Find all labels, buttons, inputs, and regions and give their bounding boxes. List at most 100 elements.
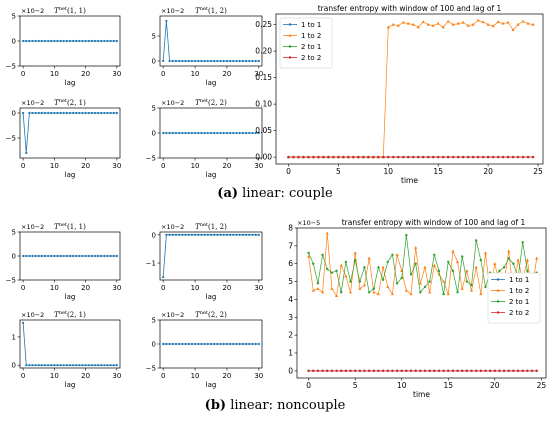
data-point <box>456 155 460 159</box>
data-point <box>162 59 165 63</box>
data-point <box>178 59 181 63</box>
title-superscript: net <box>200 98 208 104</box>
y-tick-label: 0 <box>12 253 16 261</box>
data-point <box>87 254 90 258</box>
y-tick-label: 0.25 <box>255 20 272 29</box>
data-point <box>257 131 260 135</box>
axes-frame <box>19 319 121 369</box>
data-point <box>248 342 251 346</box>
series-net-te <box>162 233 260 279</box>
data-point <box>72 254 75 258</box>
axis-multiplier: ×10−2 <box>21 99 44 107</box>
data-point <box>197 342 200 346</box>
x-tick-label: 20 <box>222 70 231 78</box>
data-point <box>498 269 501 273</box>
data-point <box>171 59 174 63</box>
caption-a-letter: (a) <box>217 186 239 201</box>
data-point <box>257 59 260 63</box>
x-tick-label: 5 <box>353 381 358 390</box>
data-point <box>316 282 320 285</box>
data-point <box>34 254 37 258</box>
y-tick-label: 1 <box>288 349 293 358</box>
data-point <box>307 369 310 373</box>
data-point <box>460 287 464 290</box>
x-axis-label: lag <box>206 293 217 301</box>
chart-b_t12: 0 10 20 30 −1 0 lag ×10−2 Tnet(1, 2) <box>146 222 264 301</box>
data-point <box>349 369 352 373</box>
data-point <box>87 111 90 115</box>
data-point <box>162 342 165 346</box>
chart-a_t11: 0 10 20 30 −5 0 5 lag ×10−2 Tnet(1, 1) <box>6 6 122 87</box>
chart-a_te: 0 5 10 15 20 25 0.00 0.05 0.10 0.15 0.20 0.25 time tr… <box>255 4 544 185</box>
data-point <box>87 364 90 367</box>
data-point <box>493 369 497 373</box>
data-point <box>377 155 380 159</box>
data-point <box>330 271 334 274</box>
data-point <box>312 369 315 373</box>
data-point <box>203 233 206 236</box>
data-point <box>72 364 75 367</box>
data-point <box>465 369 469 373</box>
data-point <box>209 233 213 236</box>
title-arguments: (1, 2) <box>208 223 227 231</box>
data-point <box>97 39 100 43</box>
x-tick-label: 10 <box>191 70 200 78</box>
legend-marker <box>496 300 500 303</box>
data-point <box>392 155 395 159</box>
title-arguments: (1, 2) <box>208 7 227 15</box>
data-point <box>382 155 385 159</box>
data-point <box>75 364 78 367</box>
data-point <box>428 290 432 294</box>
data-point <box>109 254 112 258</box>
data-point <box>372 369 375 373</box>
axis-multiplier: ×10−2 <box>161 7 184 15</box>
data-point <box>229 233 232 236</box>
data-point <box>316 287 320 290</box>
data-point <box>22 39 25 43</box>
data-point <box>165 19 168 23</box>
series-line <box>22 322 117 366</box>
legend-label: 1 to 1 <box>301 21 321 29</box>
data-point <box>197 233 200 236</box>
data-point <box>526 155 530 159</box>
data-point <box>526 269 529 273</box>
data-point <box>521 19 525 23</box>
x-tick-label: 20 <box>81 372 90 380</box>
legend-label: 2 to 1 <box>301 43 321 51</box>
data-point <box>78 39 81 43</box>
y-tick-label: −5 <box>6 135 16 143</box>
chart-title: Tnet(2, 2) <box>195 98 227 107</box>
x-tick-label: 0 <box>21 70 25 78</box>
data-point <box>377 369 380 373</box>
data-point <box>206 342 209 346</box>
data-point <box>316 369 320 373</box>
data-point <box>40 39 43 43</box>
chart-a_t22: 0 10 20 30 −5 0 5 lag ×10−2 Tnet(2, 2) <box>146 98 264 179</box>
x-tick-label: 10 <box>397 381 407 390</box>
data-point <box>235 342 238 346</box>
legend-marker <box>496 288 500 292</box>
data-point <box>396 23 400 27</box>
x-axis-label: time <box>401 176 418 185</box>
data-point <box>521 241 524 244</box>
title-symbol: T <box>54 99 60 107</box>
x-tick-label: 0 <box>286 167 291 176</box>
data-point <box>307 254 311 258</box>
legend-label: 1 to 1 <box>509 276 529 284</box>
y-tick-label: 5 <box>152 317 156 325</box>
data-point <box>437 369 441 373</box>
data-point <box>516 22 520 26</box>
legend-label: 1 to 2 <box>509 287 529 295</box>
data-point <box>235 131 238 135</box>
data-point <box>381 369 385 373</box>
axis-multiplier: ×10−5 <box>297 219 320 227</box>
data-point <box>405 369 408 373</box>
data-point <box>241 59 244 63</box>
data-point <box>184 233 187 236</box>
data-point <box>78 364 81 367</box>
data-point <box>200 59 203 63</box>
legend-marker <box>288 45 292 48</box>
data-point <box>100 111 103 115</box>
data-point <box>387 155 390 159</box>
data-point <box>409 292 413 296</box>
